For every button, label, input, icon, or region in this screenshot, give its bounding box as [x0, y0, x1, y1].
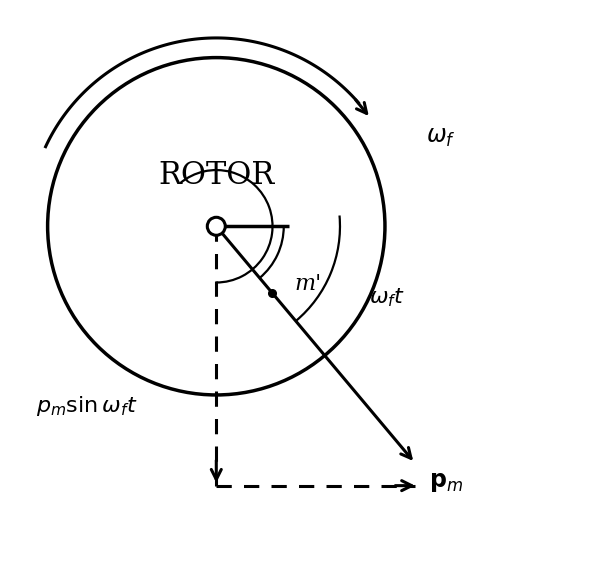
Text: $\mathbf{p}_m$: $\mathbf{p}_m$: [429, 471, 463, 494]
Text: ROTOR: ROTOR: [158, 160, 274, 191]
Text: $\omega_f t$: $\omega_f t$: [369, 286, 405, 309]
Text: $p_m\sin\omega_f t$: $p_m\sin\omega_f t$: [37, 394, 138, 418]
Circle shape: [207, 218, 225, 235]
Text: $\omega_f$: $\omega_f$: [426, 126, 455, 149]
Text: m': m': [294, 273, 322, 295]
